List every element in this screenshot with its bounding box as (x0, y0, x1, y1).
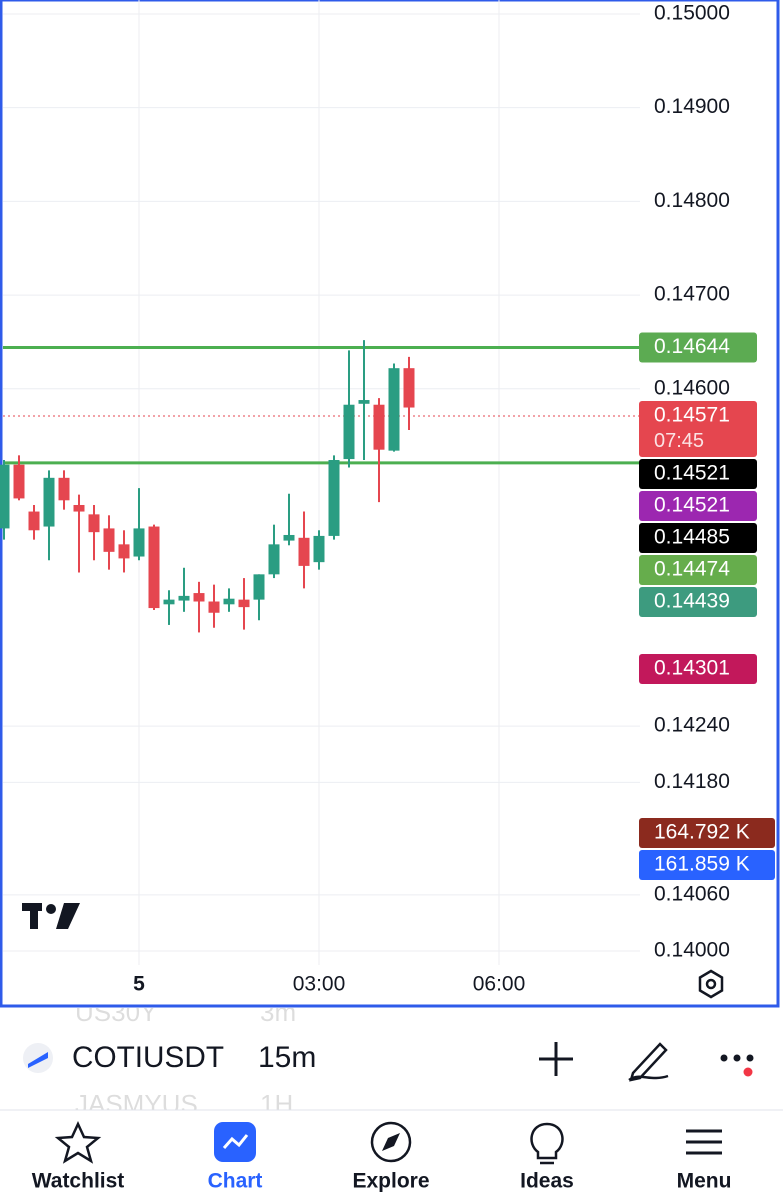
y-tick-label: 0.14000 (654, 939, 730, 962)
volume-badge-label: 161.859 K (654, 853, 750, 876)
candle-body (298, 537, 310, 566)
candle-body (208, 601, 220, 613)
nav-watchlist[interactable]: Watchlist (32, 1170, 125, 1193)
y-tick-label: 0.14060 (654, 882, 730, 905)
volume-badge-label: 164.792 K (654, 821, 750, 844)
price-badge-label: 0.14439 (654, 590, 730, 613)
candle-body (118, 544, 130, 559)
countdown: 07:45 (654, 430, 704, 452)
price-badge (639, 522, 757, 553)
candle-body (58, 477, 70, 501)
candle-body (28, 511, 40, 531)
ideas-icon[interactable] (530, 1122, 564, 1165)
y-tick-label: 0.14900 (654, 95, 730, 118)
price-badge-label: 0.14474 (654, 558, 730, 581)
symbol[interactable]: COTIUSDT (72, 1041, 224, 1074)
price-badge (639, 332, 757, 363)
candle-body (193, 593, 205, 602)
x-tick-label: 03:00 (293, 973, 346, 996)
candle-body (313, 535, 325, 563)
price-badge (639, 554, 757, 585)
more-button[interactable] (720, 1054, 754, 1077)
interval[interactable]: 15m (258, 1041, 316, 1074)
candle-body (133, 528, 145, 557)
y-tick-label: 0.14240 (654, 714, 730, 737)
x-tick-label: 5 (133, 973, 145, 996)
price-badge (639, 400, 757, 457)
settings-button[interactable] (698, 969, 724, 999)
candle-body (283, 534, 295, 541)
price-badge (639, 490, 757, 521)
nav-chart[interactable]: Chart (208, 1170, 263, 1193)
candle-body (328, 460, 340, 536)
add-button[interactable] (539, 1042, 573, 1076)
y-tick-label: 0.14180 (654, 770, 730, 793)
y-tick-label: 0.14800 (654, 189, 730, 212)
candle-body (13, 464, 25, 499)
y-tick-label: 0.14600 (654, 376, 730, 399)
price-badge (639, 586, 757, 617)
price-badge (639, 458, 757, 489)
nav-menu[interactable]: Menu (677, 1170, 732, 1193)
candle-body (268, 544, 280, 575)
candle-body (223, 598, 235, 605)
ghost-symbol: US30Y (75, 997, 157, 1027)
menu-icon[interactable] (686, 1129, 722, 1155)
candle-body (373, 404, 385, 450)
price-badge (639, 653, 757, 684)
settings-icon (705, 978, 717, 990)
y-tick-label: 0.14700 (654, 283, 730, 306)
draw-button[interactable] (628, 1042, 669, 1082)
price-badge-label: 0.14644 (654, 335, 730, 358)
price-badge-label: 0.14485 (654, 526, 730, 549)
candle-body (43, 477, 55, 527)
candle-body (238, 599, 250, 608)
candle-body (0, 464, 10, 529)
symbol-icon[interactable] (23, 1043, 53, 1073)
price-badge-label: 0.14521 (654, 494, 730, 517)
nav-explore[interactable]: Explore (352, 1170, 429, 1193)
candle-body (103, 528, 115, 552)
candle-body (343, 404, 355, 460)
chart-icon-line (222, 1134, 249, 1149)
volume-badge (639, 818, 775, 848)
explore-needle (382, 1133, 400, 1151)
x-tick-label: 06:00 (473, 973, 526, 996)
explore-icon[interactable] (370, 1121, 412, 1163)
price-badge-label: 0.14571 (654, 404, 730, 427)
ghost-interval: 3m (260, 997, 296, 1027)
price-badge-label: 0.14301 (654, 657, 730, 680)
nav-ideas[interactable]: Ideas (520, 1170, 574, 1193)
tv-logo (22, 903, 80, 929)
candle-body (358, 400, 370, 404)
price-badge-label: 0.14521 (654, 462, 730, 485)
candle-body (388, 368, 400, 451)
candle-body (163, 599, 175, 605)
ghost-symbol: JASMYUS (75, 1089, 198, 1119)
candle-body (148, 526, 160, 609)
candle-body (253, 574, 265, 600)
candle-body (178, 595, 190, 601)
ghost-interval: 1H (260, 1089, 293, 1119)
candle-body (73, 504, 85, 512)
watchlist-icon[interactable] (54, 1121, 102, 1164)
candle-body (403, 368, 415, 408)
candle-body (88, 514, 100, 533)
y-tick-label: 0.15000 (654, 2, 730, 25)
volume-badge (639, 850, 775, 880)
